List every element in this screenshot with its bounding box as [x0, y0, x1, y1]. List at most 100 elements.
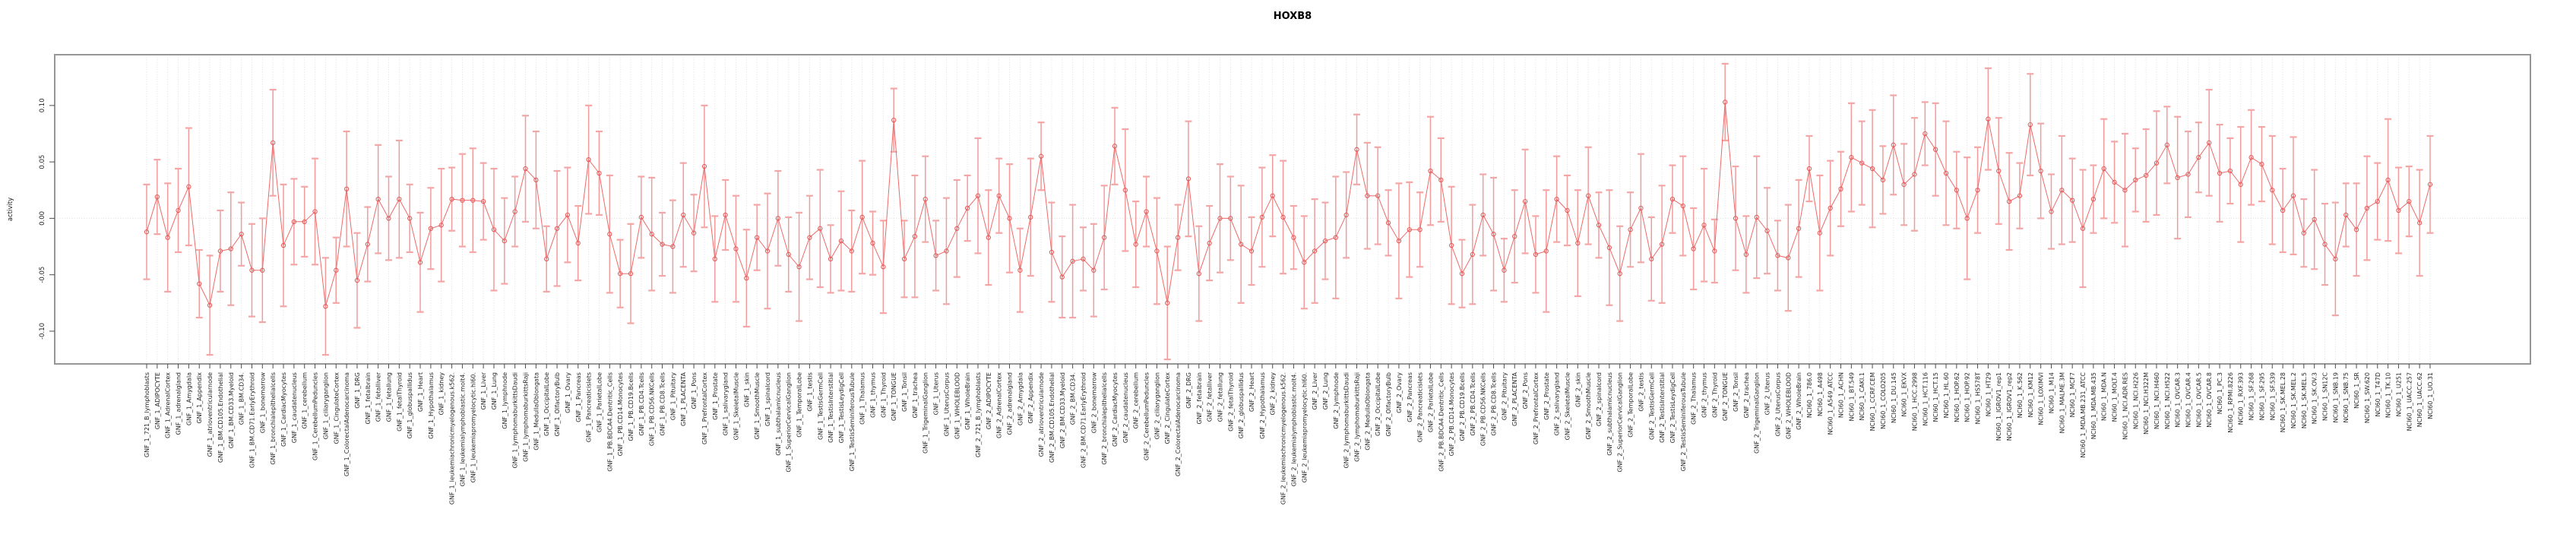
x-tick-label: NCI60_1_HCT.15: [1932, 372, 1939, 422]
data-point: [1996, 168, 2002, 174]
x-tick-label: GNF_1_BM.CD33.Myeloid: [228, 372, 235, 448]
data-point: [2280, 207, 2286, 213]
data-point: [1144, 209, 1149, 214]
data-point: [660, 242, 665, 247]
data-point: [207, 302, 213, 308]
x-tick-label: NCI60_1_KM12: [2027, 372, 2034, 418]
data-point: [2301, 230, 2306, 236]
data-point: [681, 212, 686, 218]
data-point: [922, 196, 928, 202]
x-tick-label: NCI60_1_SW.620: [2364, 372, 2371, 423]
x-tick-label: GNF_2_bonemarrow: [1090, 372, 1097, 434]
x-tick-label: GNF_1_leukemialymphoblastic.molt4.: [459, 372, 466, 486]
x-tick-label: GNF_1_WHOLEBLOOD: [954, 372, 960, 439]
data-point: [354, 277, 360, 283]
x-tick-label: GNF_2_TONGUE: [1722, 372, 1729, 421]
x-tick-label: NCI60_1_U251: [2395, 372, 2402, 416]
data-point: [334, 267, 339, 273]
data-point: [2070, 198, 2075, 203]
x-tick-label: GNF_1_trachea: [912, 372, 919, 419]
x-tick-label: GNF_1_bonemarrow: [259, 372, 266, 434]
data-point: [2185, 172, 2191, 177]
x-tick-label: GNF_2_adrenalgland: [1007, 372, 1014, 435]
data-point: [239, 232, 244, 237]
data-point: [1007, 216, 1012, 221]
y-tick-label: -0.10: [39, 323, 46, 340]
x-tick-label: GNF_1_PB.BDCA4.Dentritic_Cells: [606, 372, 613, 472]
data-point: [1385, 220, 1391, 226]
data-point: [1428, 168, 1433, 174]
x-tick-label: GNF_1_caudatenucleus: [291, 372, 298, 443]
x-tick-label: GNF_1_fetalliver: [375, 372, 382, 422]
data-point: [1575, 240, 1581, 246]
data-point: [1165, 300, 1170, 305]
x-tick-label: GNF_2_lymphomaburkittsDaudi: [1343, 372, 1350, 469]
data-point: [1280, 214, 1286, 220]
x-tick-label: GNF_2_Amygdala: [1017, 372, 1024, 425]
data-point: [933, 253, 938, 258]
x-tick-label: NCI60_1_PC.3: [2217, 372, 2223, 414]
data-point: [1964, 216, 1970, 221]
x-tick-label: GNF_2_UterusCorpus: [1774, 372, 1781, 436]
data-point: [723, 212, 728, 218]
x-tick-label: GNF_2_kidney: [1270, 372, 1277, 416]
data-point: [1943, 170, 1949, 176]
x-tick-label: NCI60_1_CAKI.1: [1859, 372, 1866, 421]
x-tick-label: GNF_1_lymphomaburkittsRaji: [523, 372, 530, 462]
data-point: [712, 256, 717, 262]
x-tick-label: GNF_1_OccipitalLobe: [543, 372, 550, 436]
data-point: [407, 216, 413, 221]
data-point: [996, 193, 1002, 198]
x-tick-label: GNF_2_trachea: [1743, 372, 1750, 419]
data-point: [2090, 196, 2097, 202]
data-point: [386, 216, 391, 221]
data-point: [638, 214, 644, 220]
x-tick-label: NCI60_1_NCI.ADR.RES: [2122, 372, 2128, 440]
data-point: [828, 256, 834, 262]
x-tick-label: GNF_1_spinalcord: [764, 372, 771, 426]
data-point: [881, 264, 886, 270]
x-tick-label: GNF_2_subthalamicnucleus: [1606, 372, 1613, 456]
data-point: [2248, 155, 2254, 160]
data-point: [1059, 274, 1065, 280]
x-tick-label: GNF_1_Ovary: [565, 372, 571, 413]
x-tick-label: GNF_2_PB.CD4.Tcells: [1470, 372, 1476, 436]
x-tick-label: GNF_2_AdrenalCortex: [996, 372, 1003, 438]
data-point: [1312, 248, 1318, 254]
data-point: [964, 205, 970, 211]
x-tick-label: NCI60_1_COLO205: [1880, 372, 1887, 429]
x-tick-label: NCI60_1_MDA.MB.231_ATCC: [2080, 372, 2087, 458]
data-point: [144, 229, 150, 235]
x-tick-label: GNF_2_Liver: [1312, 372, 1318, 409]
x-axis: GNF_1_721_B_lymphoblasts GNF_1_ADIPOCYTE G…: [144, 364, 2434, 504]
x-tick-label: NCI60_1_ACHN: [1838, 372, 1845, 418]
x-tick-label: GNF_2_TrigeminalGanglion: [1754, 372, 1761, 454]
data-point: [1733, 216, 1739, 221]
data-point: [2175, 175, 2180, 181]
x-tick-label: GNF_1_leukemiachronicmyelogenous.k562.: [449, 372, 456, 504]
x-tick-label: NCI60_1_SN12C: [2322, 372, 2329, 421]
data-point: [2164, 142, 2169, 147]
data-point: [1375, 193, 1381, 198]
data-point: [944, 248, 949, 254]
data-point: [1754, 214, 1759, 220]
data-point: [2143, 172, 2149, 179]
x-tick-label: GNF_2_WHOLEBLOOD: [1785, 372, 1792, 439]
x-tick-label: GNF_1_SuperiorCervicalGanglion: [786, 372, 793, 473]
x-tick-label: NCI60_1_HS578T: [1975, 372, 1982, 425]
data-point: [1617, 271, 1622, 277]
x-tick-label: NCI60_1_NCI.H522: [2164, 372, 2171, 429]
x-tick-label: GNF_2_cerebellum: [1133, 372, 1140, 429]
data-point: [1838, 186, 1843, 191]
x-tick-label: GNF_1_leukemiapromyelocytic.hl60.: [470, 372, 476, 482]
x-tick-label: GNF_1_testis: [806, 372, 813, 412]
data-point: [1659, 242, 1665, 247]
data-point: [1554, 196, 1559, 202]
x-tick-label: GNF_1_Liver: [480, 372, 487, 409]
data-point: [2112, 179, 2117, 185]
x-tick-label: NCI60_1_RPMI.8226: [2227, 372, 2234, 433]
data-point: [2238, 182, 2243, 187]
x-tick-label: GNF_2_Hypothalamus: [1259, 372, 1266, 439]
y-axis-title: activity: [7, 198, 14, 221]
